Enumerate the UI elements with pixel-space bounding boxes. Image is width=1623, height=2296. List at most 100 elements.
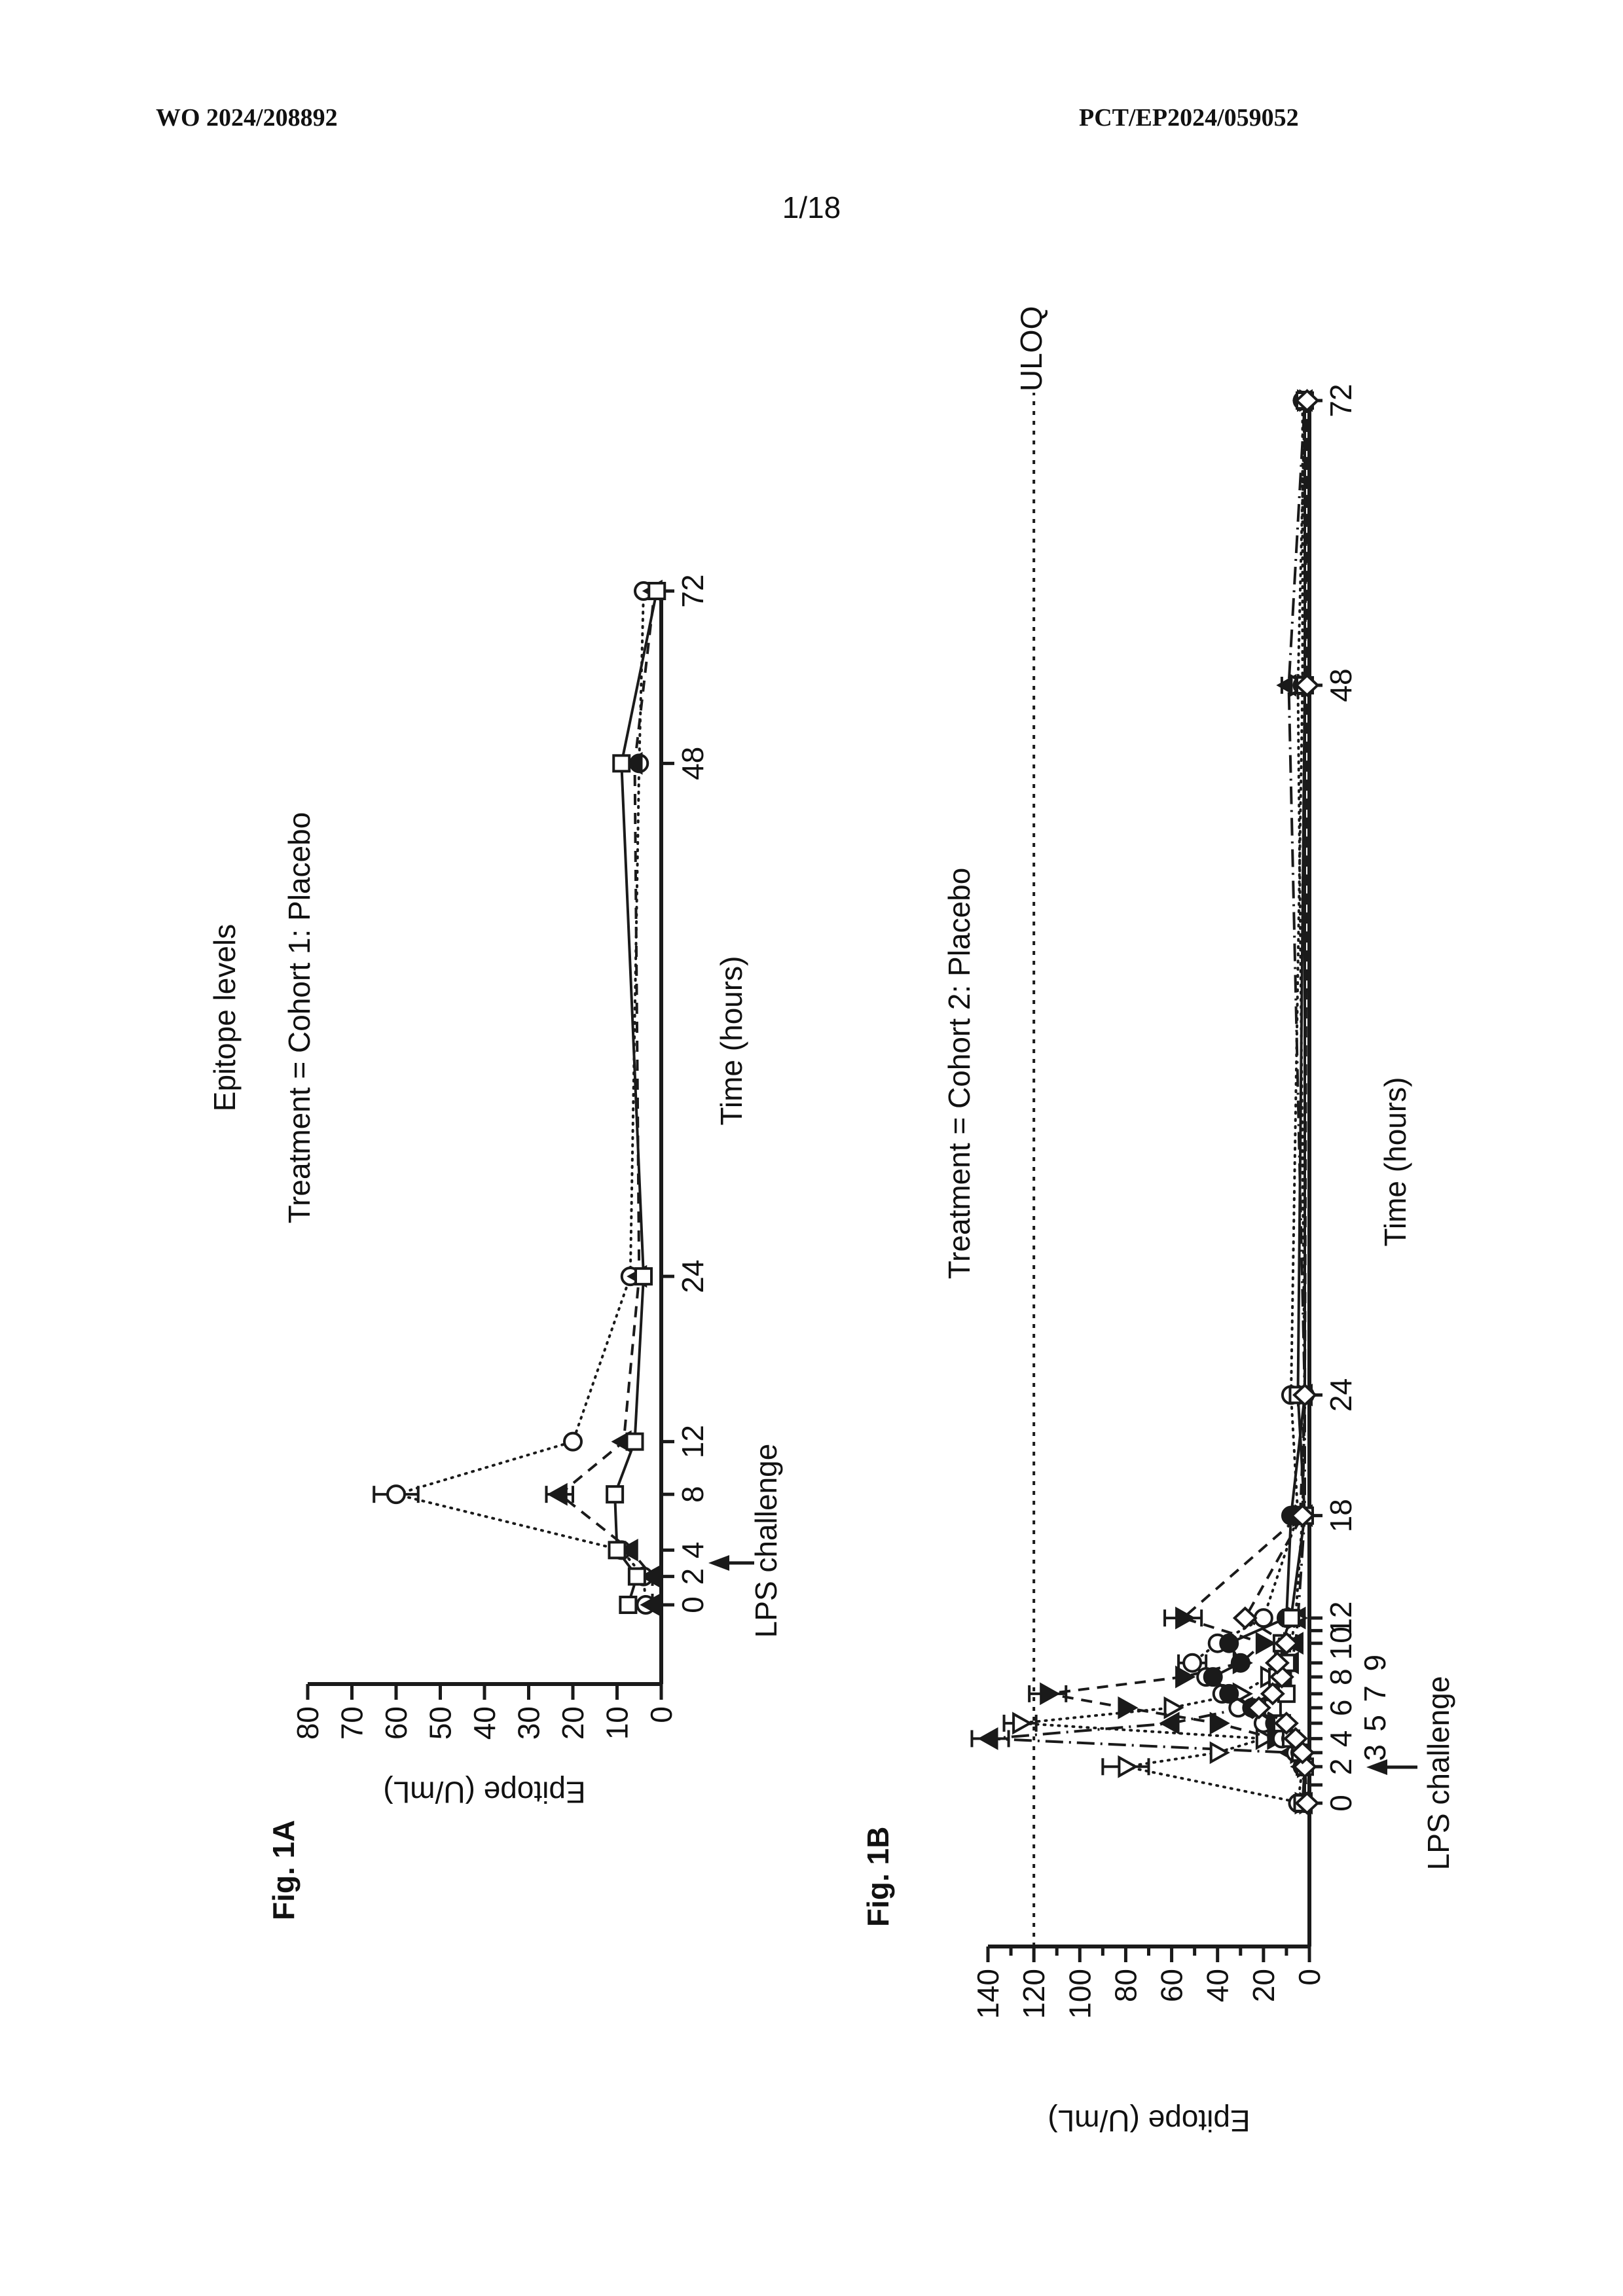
x-tick-label: 8 — [676, 1486, 710, 1503]
figure-1b-yaxis-title: Epitope (U/mL) — [1048, 2104, 1250, 2138]
marker-triangle-down-filled — [1175, 1606, 1196, 1630]
x-tick-label: 6 — [1324, 1699, 1358, 1716]
x-tick-label: 18 — [1324, 1499, 1358, 1532]
figure-1a-rotated-block: 0 10 20 30 40 50 60 70 80 0 2 4 8 12 24 48 72 Fig. 1A Ep… — [196, 556, 786, 1950]
x-tick-label: 10 — [1324, 1626, 1358, 1660]
marker-diamond-open — [1294, 1791, 1320, 1815]
y-tick-label: 60 — [1155, 1969, 1189, 2002]
figure-1b-uloq-label: ULOQ — [1014, 306, 1048, 391]
series-subject-7 — [1232, 389, 1320, 1815]
series-subject-4 — [1177, 391, 1313, 1813]
y-tick-label: 0 — [644, 1706, 678, 1723]
marker-square-open — [612, 754, 631, 773]
marker-square-open — [625, 1432, 644, 1451]
marker-diamond-open — [1283, 1727, 1308, 1751]
marker-circle-filled — [1219, 1683, 1239, 1704]
marker-triangle-down-filled — [1209, 1712, 1230, 1735]
x-tick-label: 3 — [1358, 1744, 1392, 1761]
marker-square-open — [606, 1485, 625, 1504]
marker-square-open — [634, 1267, 653, 1286]
series-subject-triangle — [545, 579, 663, 1617]
marker-circle-filled — [1203, 1667, 1223, 1687]
x-tick-label: 0 — [1324, 1795, 1358, 1812]
marker-diamond-open — [1232, 1606, 1258, 1630]
sheet-number: 1/18 — [782, 190, 841, 224]
y-tick-label: 20 — [556, 1706, 590, 1740]
y-tick-label: 10 — [600, 1706, 634, 1740]
figure-1b-rotated-block: 0 20 40 60 80 100 120 140 0 2 3 4 5 6 7 8 9 10 12 18 24 48 72 … — [858, 306, 1460, 2160]
marker-triangle-up-filled — [617, 1538, 638, 1562]
figure-1a-title: Epitope levels — [208, 924, 242, 1112]
x-tick-label: 12 — [676, 1425, 710, 1458]
marker-triangle-down-filled — [1175, 1665, 1196, 1689]
figure-1b-chart: 0 20 40 60 80 100 120 140 0 2 3 4 5 6 7 8 9 10 12 18 24 48 72 … — [858, 306, 1460, 2160]
marker-triangle-down-open — [1118, 1755, 1139, 1778]
x-tick-label: 12 — [1324, 1602, 1358, 1635]
x-tick-label: 24 — [676, 1260, 710, 1293]
marker-circle-open — [1182, 1653, 1203, 1673]
figure-1b-label: Fig. 1B — [861, 1826, 895, 1927]
y-tick-label: 50 — [424, 1706, 458, 1740]
lps-challenge-arrow — [708, 1555, 754, 1571]
marker-diamond-open — [1290, 1503, 1315, 1528]
marker-triangle-down-open — [1209, 1741, 1230, 1765]
y-tick-label: 140 — [971, 1969, 1005, 2019]
x-tick-label: 9 — [1358, 1655, 1392, 1672]
marker-triangle-down-filled — [1255, 1632, 1276, 1655]
y-tick-label: 0 — [1292, 1969, 1326, 1986]
series-subject-2 — [1002, 389, 1318, 1815]
marker-triangle-up-filled — [640, 1565, 661, 1588]
x-tick-label: 0 — [676, 1596, 710, 1613]
x-tick-label: 4 — [676, 1542, 710, 1559]
marker-triangle-up-filled — [622, 751, 643, 775]
x-tick-label: 72 — [1324, 384, 1358, 417]
x-tick-label: 24 — [1324, 1378, 1358, 1412]
marker-triangle-down-filled — [1040, 1682, 1061, 1706]
figure-1a-label: Fig. 1A — [266, 1820, 301, 1920]
marker-triangle-down-open — [1163, 1696, 1184, 1719]
application-number: PCT/EP2024/059052 — [1079, 104, 1299, 132]
y-tick-label: 30 — [512, 1706, 546, 1740]
marker-triangle-down-filled — [1118, 1696, 1139, 1719]
y-tick-label: 40 — [1201, 1969, 1235, 2002]
x-tick-label: 72 — [676, 574, 710, 607]
series-subject-circle — [373, 581, 656, 1615]
x-tick-label: 5 — [1358, 1715, 1392, 1732]
figure-1b-xaxis-title: Time (hours) — [1378, 1077, 1412, 1247]
series-subject-3 — [1028, 389, 1320, 1815]
marker-diamond-open — [1274, 1712, 1299, 1735]
marker-circle-filled — [1230, 1653, 1250, 1673]
marker-circle-filled — [1219, 1633, 1239, 1653]
x-tick-label: 2 — [1324, 1758, 1358, 1775]
marker-circle-open — [563, 1431, 583, 1452]
marker-triangle-up-filled — [1159, 1712, 1180, 1735]
marker-square-open — [608, 1541, 627, 1560]
figure-1a-subtitle: Treatment = Cohort 1: Placebo — [282, 812, 316, 1224]
marker-triangle-up-filled — [547, 1482, 568, 1506]
x-tick-label: 48 — [1324, 668, 1358, 702]
y-tick-label: 80 — [1108, 1969, 1142, 2002]
figure-1b-subtitle: Treatment = Cohort 2: Placebo — [942, 867, 976, 1280]
y-tick-label: 70 — [335, 1706, 369, 1740]
figure-1a-xaxis-title: Time (hours) — [714, 956, 748, 1126]
marker-diamond-open — [1264, 1651, 1290, 1675]
x-tick-label: 48 — [676, 747, 710, 780]
marker-diamond-open — [1246, 1696, 1271, 1720]
x-tick-label: 7 — [1358, 1685, 1392, 1702]
marker-triangle-up-filled — [640, 1593, 661, 1617]
marker-triangle-down-open — [1012, 1712, 1033, 1735]
y-tick-label: 20 — [1247, 1969, 1281, 2002]
marker-triangle-up-filled — [977, 1727, 998, 1750]
marker-circle-open — [386, 1484, 406, 1505]
marker-square-open — [627, 1567, 646, 1586]
y-tick-label: 120 — [1017, 1969, 1051, 2019]
marker-diamond-open — [1292, 1383, 1317, 1407]
y-tick-label: 60 — [379, 1706, 413, 1740]
marker-square-open — [647, 582, 666, 600]
marker-diamond-open — [1260, 1682, 1285, 1706]
marker-square-open — [1281, 1609, 1300, 1628]
